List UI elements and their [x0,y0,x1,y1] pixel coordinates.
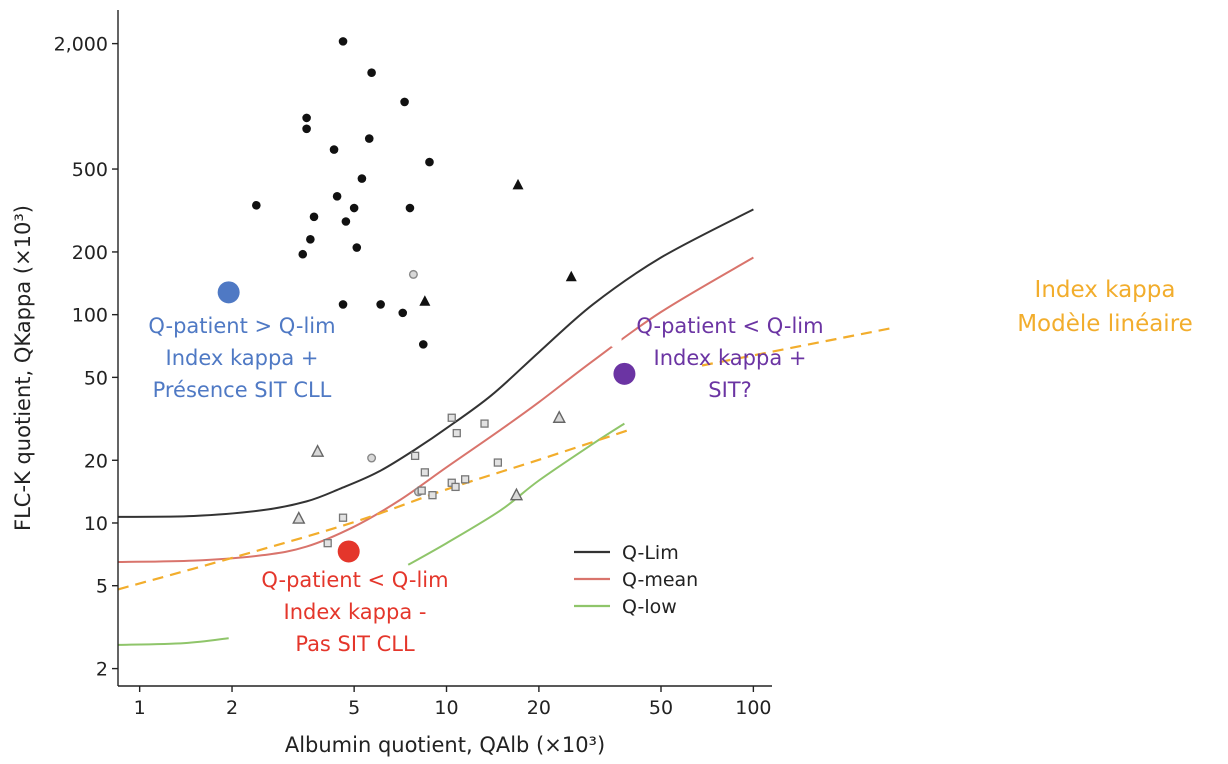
black-circles-point-19 [376,300,385,309]
axes-layer: 1 2 5 10 20 50 100 2 5 10 20 50 100 200 500 2,000 Albumi… [11,10,772,757]
qlim-gap [611,314,622,347]
black-triangles-point-1 [419,295,431,306]
curve-q-mean-1 [117,256,754,563]
grey-squares-point-0 [447,413,456,422]
y-tick-label-2: 10 [84,513,108,535]
black-circles-point-16 [352,243,362,252]
blue-annotation-line-1: Index kappa + [166,346,319,370]
y-tick-label-5: 100 [72,305,108,327]
black-triangles-point-0 [512,178,524,190]
red-patient-point [337,540,360,563]
x-tick-label-1: 2 [226,697,238,719]
grey-circles-point-1 [367,453,377,463]
red-annotation-line-1: Index kappa - [284,600,427,624]
grey-triangles-point-0 [310,444,325,457]
blue-annotation-line-0: Q-patient > Q-lim [148,314,335,338]
grey-triangles-point-1 [292,511,306,524]
black-circles-point-5 [364,134,374,143]
y-tick-label-3: 20 [84,450,108,472]
x-tick-label-3: 10 [434,697,458,719]
grey-squares-point-5 [420,468,430,477]
points-layer [252,37,577,548]
grey-squares-point-1 [480,419,489,428]
x-axis-title: Albumin quotient, QAlb (×10³) [285,733,605,757]
x-tick-label-6: 100 [735,697,771,719]
black-circles-point-13 [309,212,319,222]
curves-layer [117,208,891,646]
grey-triangles-point-2 [552,410,566,423]
grey-squares-point-8 [451,482,460,492]
highlight-layer [217,281,636,563]
grey-squares-point-2 [452,428,461,438]
black-circles-point-7 [357,174,367,183]
black-circles-point-17 [298,249,308,259]
y-tick-label-8: 2,000 [54,34,108,56]
curve-index-kappa-5 [701,327,891,367]
y-tick-label-4: 50 [84,367,108,389]
x-tick-label-5: 50 [649,697,673,719]
black-circles-point-14 [341,217,351,226]
legend-label-1: Q-mean [622,569,698,591]
black-circles-point-0 [338,37,348,46]
index-kappa-annotation-line-1: Modèle linéaire [1017,311,1193,337]
grey-squares-point-6 [460,475,470,484]
purple-annotation-line-1: Index kappa + [654,346,807,370]
grey-squares-point-3 [410,451,420,461]
black-circles-point-9 [332,191,342,201]
red-annotation-line-0: Q-patient < Q-lim [261,568,448,592]
black-circles-point-20 [398,308,408,318]
red-annotation-line-2: Pas SIT CLL [295,632,415,656]
black-triangles-point-2 [565,270,577,282]
x-tick-label-0: 1 [134,697,146,719]
x-tick-label-2: 5 [348,697,360,719]
x-tick-label-4: 20 [527,697,551,719]
black-circles-point-15 [306,234,315,244]
curve-q-low-3 [407,422,625,566]
index-kappa-annotation-line-0: Index kappa [1035,277,1176,303]
curve-q-low-2 [117,637,229,646]
grey-squares-point-12 [323,539,332,548]
black-circles-point-21 [418,340,428,349]
black-circles-point-2 [400,97,409,107]
black-circles-point-3 [302,113,311,123]
grey-triangles-point-3 [509,487,524,501]
y-tick-label-7: 500 [72,159,108,181]
grey-circles-point-0 [408,269,418,279]
purple-annotation-line-0: Q-patient < Q-lim [636,314,823,338]
black-circles-point-12 [405,203,415,213]
curve-index-kappa-4 [117,428,632,591]
legend-label-0: Q-Lim [622,542,679,564]
grey-squares-point-10 [428,491,437,500]
y-tick-label-0: 2 [96,659,108,681]
black-circles-point-18 [338,300,348,309]
purple-annotation-line-2: SIT? [708,378,752,402]
black-circles-point-6 [329,145,339,154]
blue-patient-point [217,281,240,304]
black-circles-point-1 [367,68,376,78]
grey-squares-point-4 [493,458,503,467]
legend-label-2: Q-low [622,596,677,618]
black-circles-point-8 [425,157,434,167]
purple-patient-point [613,362,636,385]
y-axis-title: FLC-K quotient, QKappa (×10³) [11,205,35,531]
legend-layer: Q-Lim Q-mean Q-low [574,542,698,618]
annotation-layer: Q-patient > Q-lim Index kappa + Présence S… [148,277,1192,656]
grey-squares-point-11 [338,513,348,522]
black-circles-point-10 [252,200,261,210]
grey-squares-point-9 [417,486,426,495]
black-circles-point-11 [349,203,359,213]
y-tick-label-6: 200 [72,242,108,264]
y-tick-label-1: 5 [96,576,108,598]
blue-annotation-line-2: Présence SIT CLL [153,378,332,402]
black-circles-point-4 [302,124,311,134]
curve-q-lim-0 [117,208,754,518]
